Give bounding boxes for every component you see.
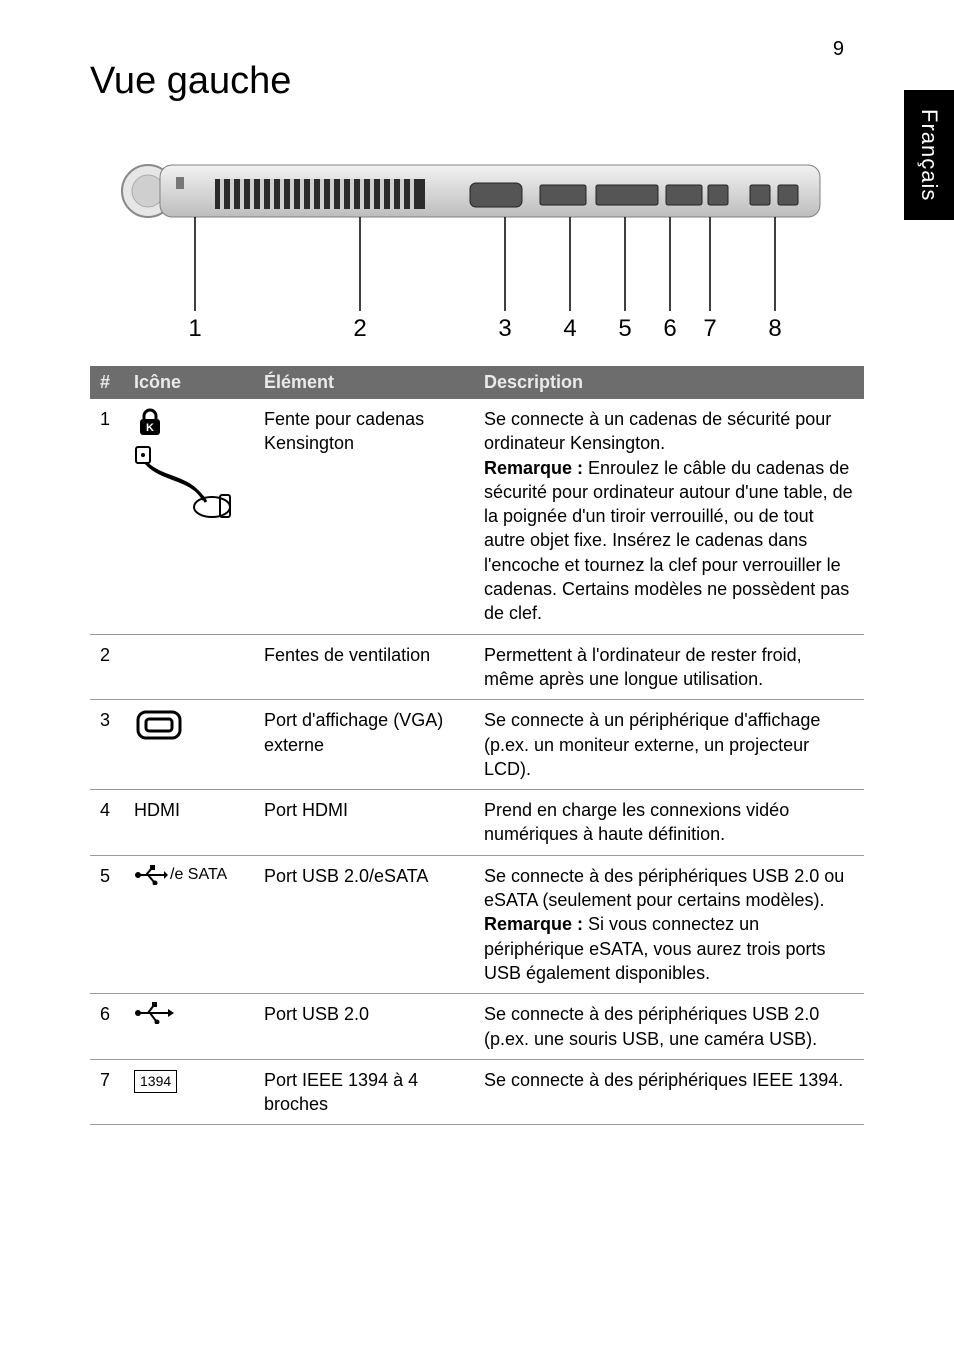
- row-element: Fente pour cadenas Kensington: [254, 399, 474, 634]
- page: 9 Français Vue gauche: [0, 0, 954, 1369]
- desc-bold: Remarque :: [484, 458, 583, 478]
- row-element: Port d'affichage (VGA) externe: [254, 700, 474, 790]
- callout-6: 6: [663, 315, 676, 341]
- page-title: Vue gauche: [90, 60, 864, 103]
- vga-port-icon: [470, 183, 522, 207]
- row-num: 3: [90, 700, 124, 790]
- page-number: 9: [833, 38, 844, 61]
- table-row: 6 Port USB 2.0 Se connecte à des périphé…: [90, 994, 864, 1060]
- desc-after: Enroulez le câble du cadenas de sécurité…: [484, 458, 853, 624]
- th-icon: Icône: [124, 366, 254, 399]
- language-tab-label: Français: [916, 109, 942, 201]
- row-icon-cell: K: [124, 399, 254, 634]
- ieee1394-port-icon: [708, 185, 728, 205]
- table-row: 1 K: [90, 399, 864, 634]
- callout-2: 2: [353, 315, 366, 341]
- callout-7: 7: [703, 315, 716, 341]
- row-num: 1: [90, 399, 124, 634]
- usb-port-icon: [666, 185, 702, 205]
- table-row: 2 Fentes de ventilation Permettent à l'o…: [90, 634, 864, 700]
- svg-text:K: K: [146, 422, 154, 434]
- row-icon-cell: /e SATA: [124, 855, 254, 993]
- table-row: 7 1394 Port IEEE 1394 à 4 broches Se con…: [90, 1059, 864, 1125]
- row-element: Fentes de ventilation: [254, 634, 474, 700]
- lock-cable-illustration-icon: [134, 445, 244, 530]
- callout-8: 8: [768, 315, 781, 341]
- callout-numbers: 1 2 3 4 5 6 7 8: [188, 315, 781, 341]
- ports-table: # Icône Élément Description 1 K: [90, 366, 864, 1125]
- callout-3: 3: [498, 315, 511, 341]
- ieee1394-icon: 1394: [134, 1070, 177, 1093]
- desc-bold: Remarque :: [484, 914, 583, 934]
- row-icon-cell: 1394: [124, 1059, 254, 1125]
- hdmi-port-icon: [540, 185, 586, 205]
- row-num: 7: [90, 1059, 124, 1125]
- table-row: 5 /e SATA: [90, 855, 864, 993]
- lock-slot-icon: [176, 177, 184, 189]
- table-row: 3 Port d'affichage (VGA) externe Se conn…: [90, 700, 864, 790]
- callout-ticks: [195, 217, 775, 311]
- callout-5: 5: [618, 315, 631, 341]
- desc-prefix: Se connecte à des périphériques USB 2.0 …: [484, 866, 844, 910]
- callout-1: 1: [188, 315, 201, 341]
- row-num: 6: [90, 994, 124, 1060]
- row-desc: Se connecte à des périphériques USB 2.0 …: [474, 994, 864, 1060]
- row-element: Port USB 2.0/eSATA: [254, 855, 474, 993]
- row-desc: Se connecte à des périphériques IEEE 139…: [474, 1059, 864, 1125]
- row-icon-cell: [124, 634, 254, 700]
- kensington-lock-icon: K: [134, 407, 166, 439]
- row-desc: Se connecte à des périphériques USB 2.0 …: [474, 855, 864, 993]
- hinge-inner-icon: [132, 175, 164, 207]
- vents-icon: [215, 179, 425, 209]
- row-num: 2: [90, 634, 124, 700]
- th-num: #: [90, 366, 124, 399]
- usb-trident-icon: [134, 865, 168, 885]
- th-desc: Description: [474, 366, 864, 399]
- th-element: Élément: [254, 366, 474, 399]
- row-desc: Se connecte à un cadenas de sécurité pou…: [474, 399, 864, 634]
- port-8a-icon: [750, 185, 770, 205]
- vga-monitor-icon: [134, 708, 184, 744]
- usb-trident-icon: [134, 1002, 174, 1024]
- row-icon-cell: HDMI: [124, 790, 254, 856]
- row-desc: Permettent à l'ordinateur de rester froi…: [474, 634, 864, 700]
- table-row: 4 HDMI Port HDMI Prend en charge les con…: [90, 790, 864, 856]
- row-desc: Prend en charge les connexions vidéo num…: [474, 790, 864, 856]
- table-header-row: # Icône Élément Description: [90, 366, 864, 399]
- row-icon-cell: [124, 700, 254, 790]
- language-tab: Français: [904, 90, 954, 220]
- callout-4: 4: [563, 315, 576, 341]
- row-num: 4: [90, 790, 124, 856]
- esata-text: /e SATA: [170, 864, 227, 886]
- row-element: Port USB 2.0: [254, 994, 474, 1060]
- row-icon-cell: [124, 994, 254, 1060]
- port-8b-icon: [778, 185, 798, 205]
- laptop-left-view-diagram: 1 2 3 4 5 6 7 8: [110, 131, 830, 341]
- esata-port-icon: [596, 185, 658, 205]
- desc-prefix: Se connecte à un cadenas de sécurité pou…: [484, 409, 831, 453]
- row-num: 5: [90, 855, 124, 993]
- row-element: Port IEEE 1394 à 4 broches: [254, 1059, 474, 1125]
- row-element: Port HDMI: [254, 790, 474, 856]
- row-desc: Se connecte à un périphérique d'affichag…: [474, 700, 864, 790]
- hdmi-text-icon: HDMI: [134, 800, 180, 820]
